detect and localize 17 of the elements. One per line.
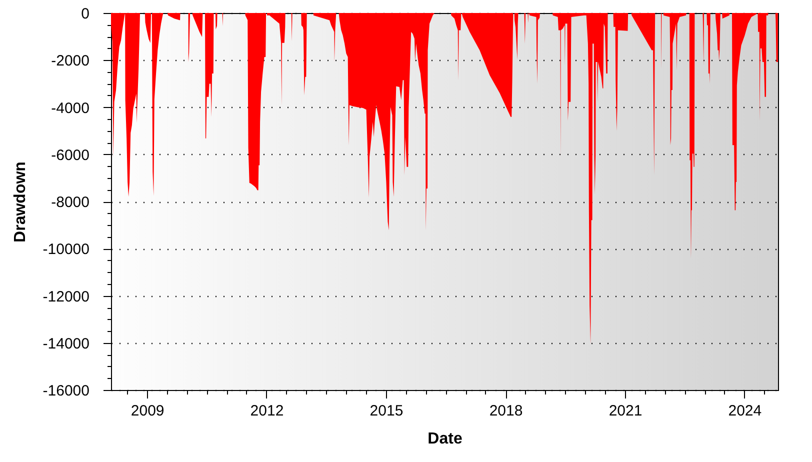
y-axis-title: Drawdown [12,162,29,242]
y-tick-label: -6000 [51,146,90,164]
y-tick-label: -16000 [42,382,90,400]
x-tick-label: 2015 [370,402,404,420]
x-tick-label: 2012 [250,402,284,420]
x-axis-title: Date [428,430,462,448]
y-tick-label: -8000 [51,194,90,211]
x-tick-label: 2021 [608,402,642,420]
x-tick-label: 2024 [728,402,762,420]
y-tick-label: -4000 [51,100,90,117]
y-tick-label: -10000 [42,241,90,258]
x-tick-label: 2018 [489,402,523,420]
y-tick-label: 0 [81,6,90,22]
y-tick-label: -14000 [42,335,90,352]
x-tick-label: 2009 [130,402,164,420]
y-tick-label: -12000 [42,288,90,306]
y-tick-label: -2000 [51,52,90,70]
